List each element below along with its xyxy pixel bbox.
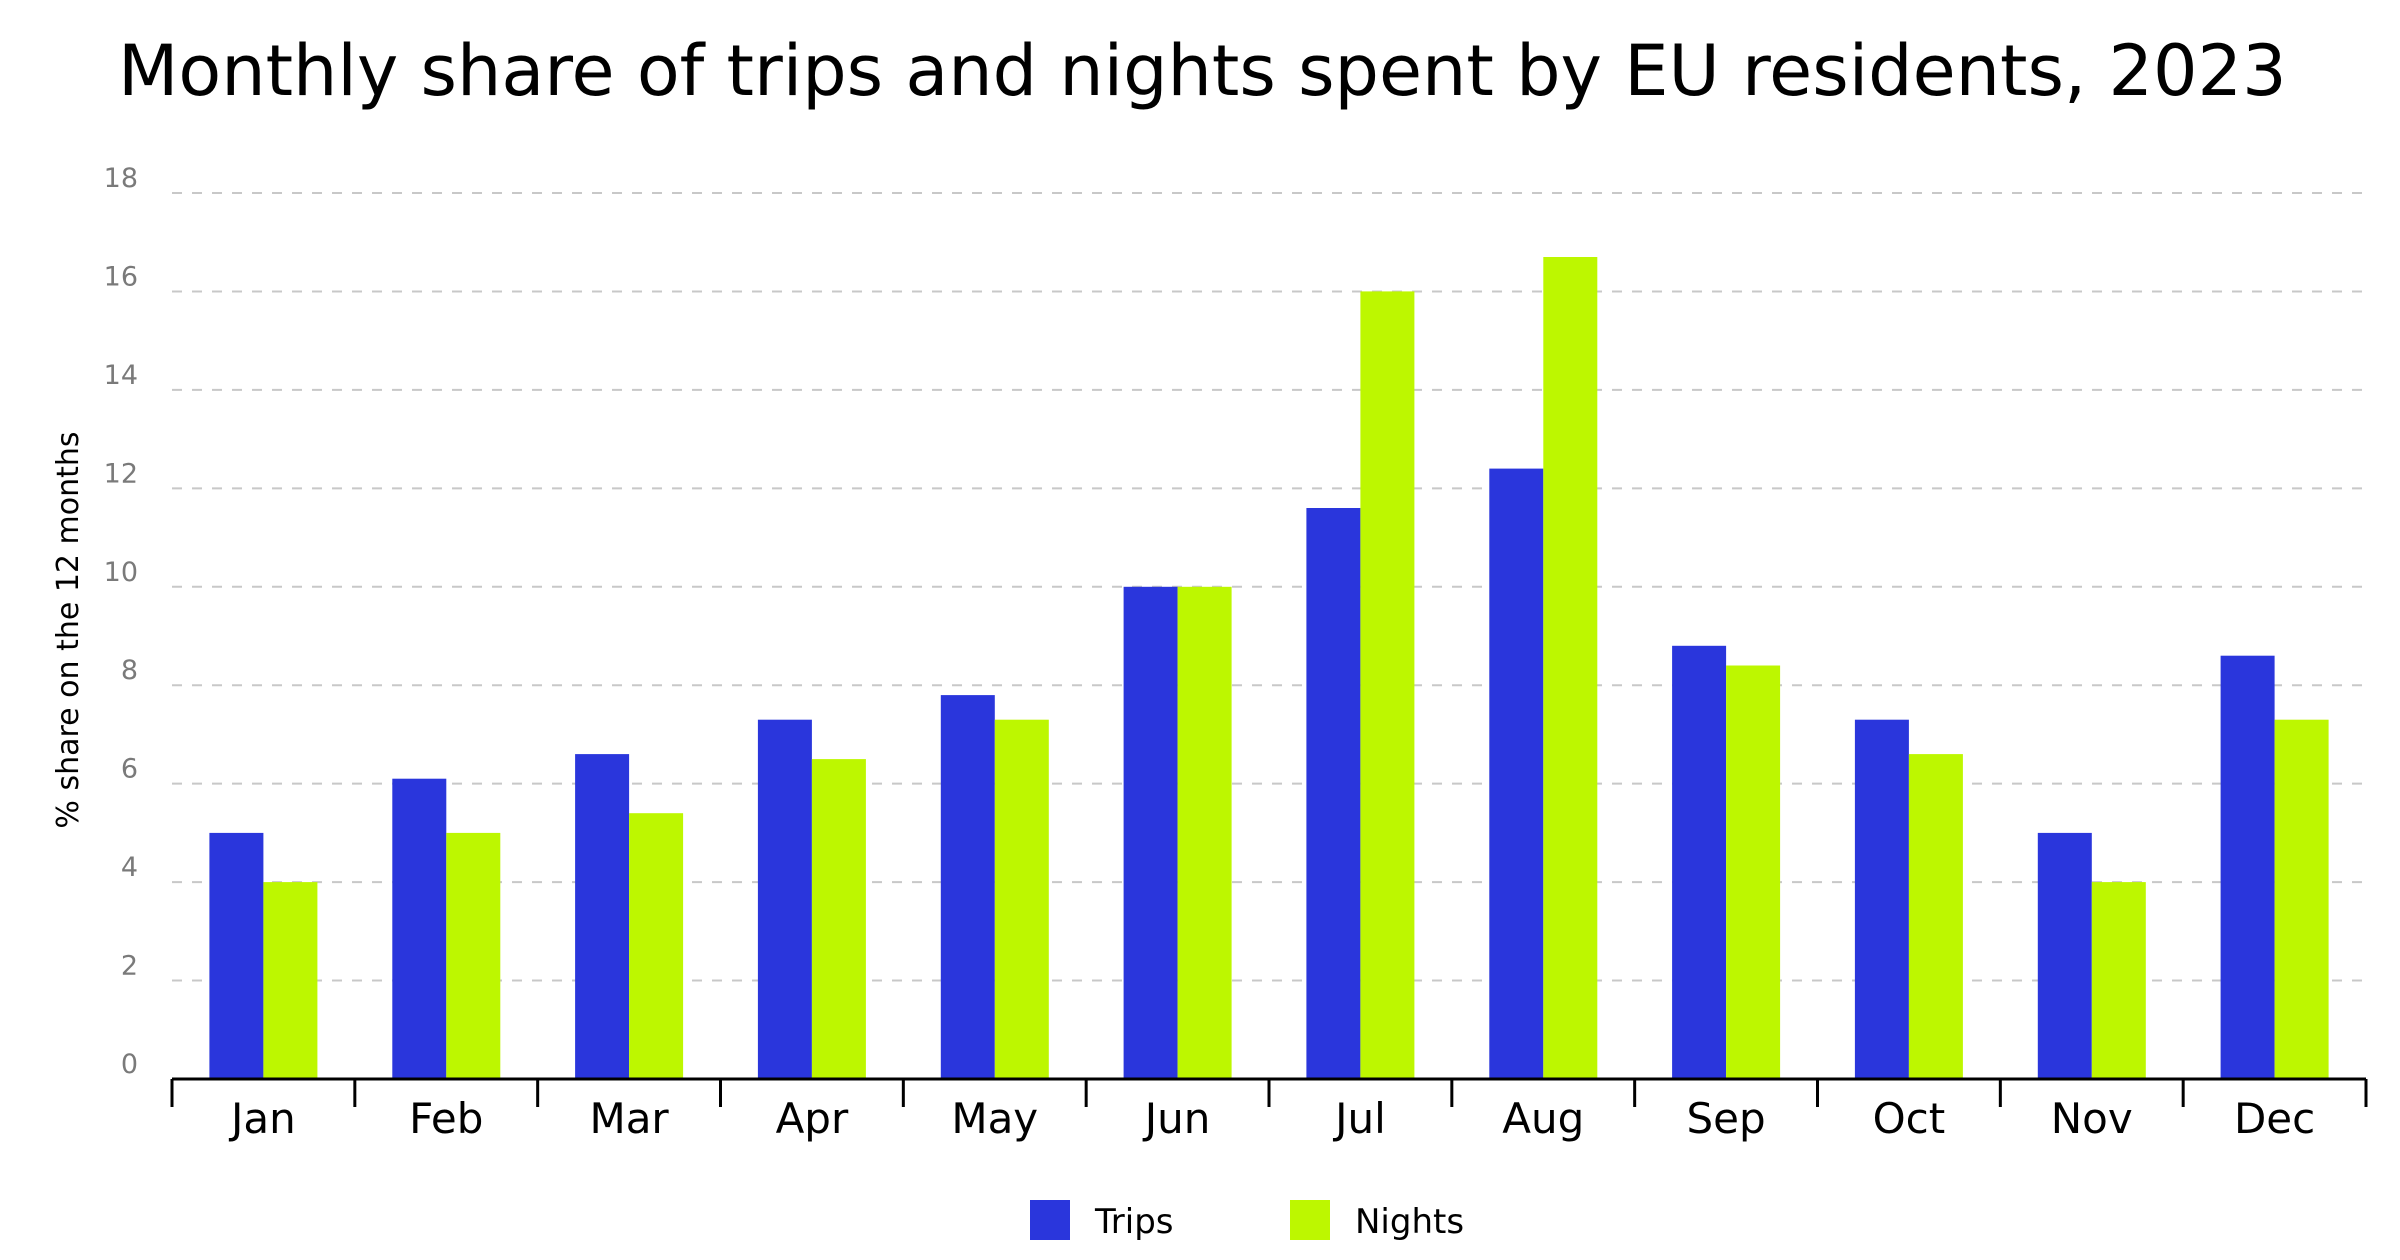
y-tick-label: 8 xyxy=(121,655,138,686)
x-tick-label: Apr xyxy=(776,1094,849,1143)
bar-trips-oct xyxy=(1854,719,1909,1079)
bar-trips-mar xyxy=(575,754,630,1079)
x-tick-label: Aug xyxy=(1502,1094,1584,1143)
legend-swatch-nights xyxy=(1290,1200,1330,1240)
y-tick-label: 18 xyxy=(104,163,138,194)
x-tick-label: Feb xyxy=(409,1094,483,1143)
x-tick-label: May xyxy=(951,1094,1038,1143)
bar-trips-nov xyxy=(2037,832,2092,1079)
bar-nights-nov xyxy=(2091,882,2146,1079)
bar-trips-aug xyxy=(1489,468,1544,1080)
bars xyxy=(209,257,2329,1080)
bar-trips-jun xyxy=(1123,586,1178,1079)
bar-trips-may xyxy=(940,695,995,1079)
bar-trips-sep xyxy=(1672,645,1727,1079)
x-tick-label: Jan xyxy=(228,1094,296,1143)
y-axis-label: % share on the 12 months xyxy=(51,431,86,828)
bar-nights-oct xyxy=(1908,754,1963,1079)
chart-title: Monthly share of trips and nights spent … xyxy=(118,30,2287,112)
bar-trips-dec xyxy=(2220,655,2275,1079)
x-tick-label: Jul xyxy=(1332,1094,1386,1143)
x-tick-label: Oct xyxy=(1873,1094,1946,1143)
legend: Trips Nights xyxy=(1030,1200,1464,1242)
bar-nights-mar xyxy=(629,813,684,1079)
bar-trips-feb xyxy=(392,778,447,1079)
gridlines xyxy=(172,192,2362,982)
y-tick-label: 14 xyxy=(104,360,138,391)
bar-nights-jan xyxy=(263,882,318,1079)
x-tick-label: Sep xyxy=(1686,1094,1765,1143)
x-axis: Jan Feb Mar Apr May Jun Jul Aug Sep Oct Nov Dec xyxy=(170,1077,2368,1143)
y-tick-label: 0 xyxy=(121,1049,138,1080)
bar-nights-jun xyxy=(1177,586,1232,1079)
y-tick-label: 2 xyxy=(121,951,138,982)
legend-label-nights: Nights xyxy=(1355,1202,1464,1242)
x-tick-label: Jun xyxy=(1142,1094,1211,1143)
x-tick-label: Mar xyxy=(589,1094,669,1143)
bar-trips-apr xyxy=(757,719,812,1079)
bar-nights-may xyxy=(994,719,1049,1079)
bar-nights-jul xyxy=(1360,291,1415,1079)
bar-nights-apr xyxy=(811,759,866,1079)
bar-nights-dec xyxy=(2274,719,2329,1079)
x-tick-label: Nov xyxy=(2051,1094,2133,1143)
y-tick-label: 12 xyxy=(104,458,138,489)
bar-nights-sep xyxy=(1726,665,1781,1079)
bar-trips-jul xyxy=(1306,508,1361,1079)
y-tick-label: 16 xyxy=(104,261,138,292)
y-tick-label: 10 xyxy=(104,557,138,588)
y-tick-label: 6 xyxy=(121,754,138,785)
y-axis-ticks: 0 2 4 6 8 10 12 14 16 18 xyxy=(104,163,138,1080)
bar-trips-jan xyxy=(209,832,264,1079)
bar-nights-aug xyxy=(1543,257,1598,1079)
x-tick-label: Dec xyxy=(2234,1094,2315,1143)
legend-swatch-trips xyxy=(1030,1200,1070,1240)
bar-nights-feb xyxy=(446,832,501,1079)
legend-label-trips: Trips xyxy=(1094,1202,1174,1242)
y-tick-label: 4 xyxy=(121,852,138,883)
